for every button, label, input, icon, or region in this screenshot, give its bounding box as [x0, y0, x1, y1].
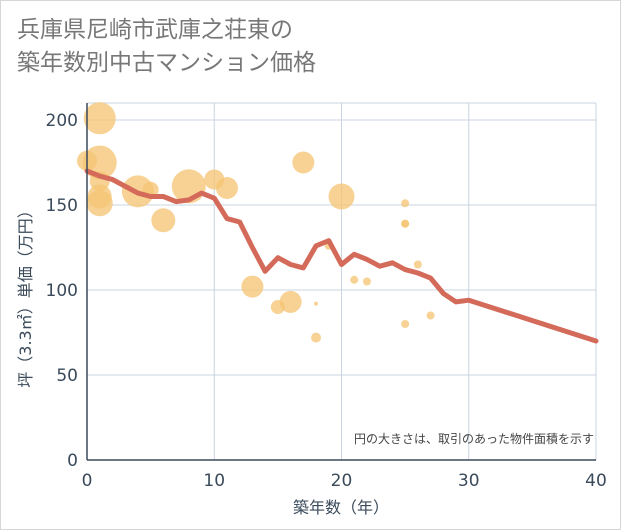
data-bubble — [350, 275, 359, 284]
trend-line — [84, 168, 599, 344]
data-bubble — [292, 151, 315, 174]
chart-title: 兵庫県尼崎市武庫之荘東の 築年数別中古マンション価格 — [17, 14, 316, 80]
data-bubble — [151, 208, 176, 233]
axes: 0 10 20 30 40 0 50 100 150 200 — [46, 103, 607, 491]
data-bubble — [401, 199, 410, 208]
data-bubble — [311, 332, 322, 343]
data-bubble — [362, 277, 371, 286]
data-bubble — [328, 183, 355, 210]
data-bubble — [279, 290, 302, 313]
y-axis-title: 坪（3.3㎡）単価（万円） — [16, 202, 35, 387]
x-tick-label: 40 — [585, 471, 607, 491]
grid — [87, 102, 597, 460]
size-note: 円の大きさは、取引のあった物件面積を示す — [354, 431, 594, 446]
data-bubble — [401, 320, 410, 328]
data-bubble — [241, 275, 264, 298]
x-axis-title: 築年数（年） — [293, 498, 389, 517]
x-tick-label: 30 — [458, 471, 480, 491]
trend-layer — [84, 168, 599, 344]
y-tick-label: 50 — [56, 366, 78, 386]
data-bubble — [401, 219, 410, 228]
data-bubble — [314, 301, 319, 306]
data-bubble — [426, 311, 435, 320]
data-bubble — [86, 190, 113, 217]
y-tick-label: 200 — [46, 111, 78, 131]
data-bubble — [413, 260, 422, 269]
x-tick-label: 20 — [331, 471, 353, 491]
y-tick-label: 150 — [46, 196, 78, 216]
x-tick-label: 0 — [82, 471, 93, 491]
title-line-1: 兵庫県尼崎市武庫之荘東の — [17, 17, 293, 43]
data-bubble — [215, 177, 238, 199]
y-tick-label: 0 — [67, 451, 78, 471]
y-tick-label: 100 — [46, 281, 78, 301]
title-line-2: 築年数別中古マンション価格 — [17, 50, 316, 76]
data-bubble — [83, 102, 116, 135]
x-tick-label: 10 — [203, 471, 225, 491]
